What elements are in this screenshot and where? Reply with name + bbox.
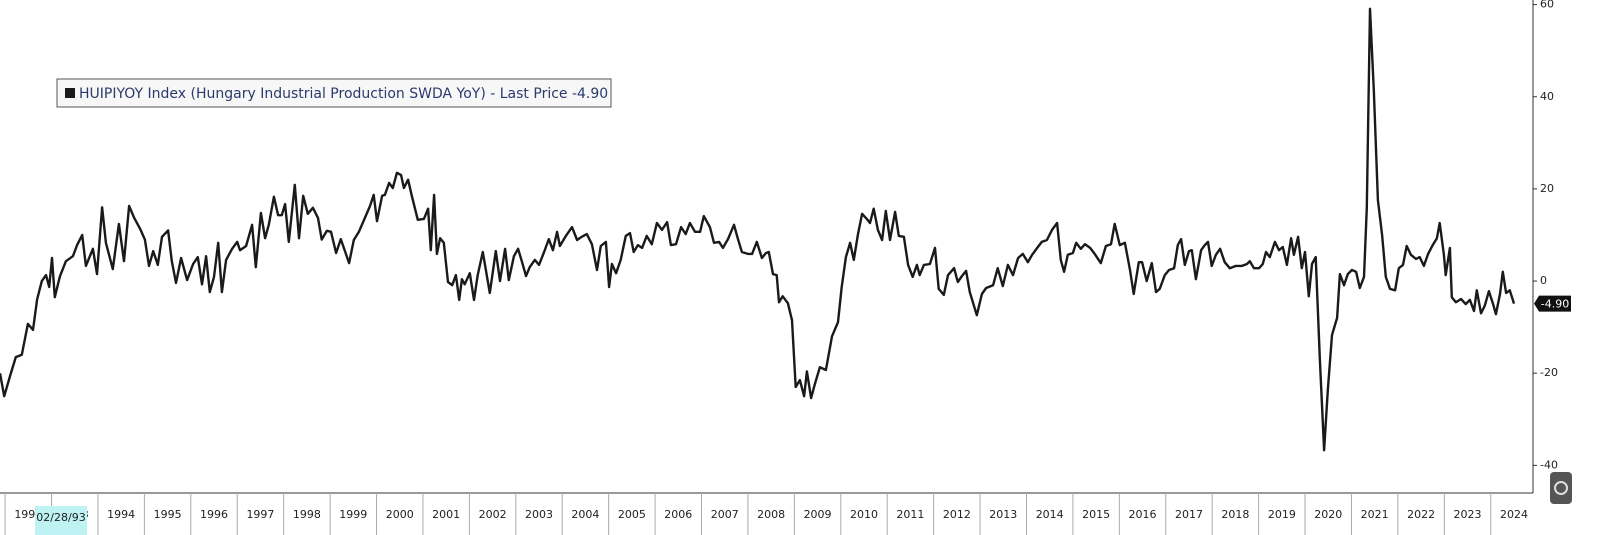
x-tick-label: 2010 [850,508,878,521]
x-tick-label: 2022 [1407,508,1435,521]
y-tick-label: -20 [1540,366,1558,379]
y-tick-label: 20 [1540,182,1554,195]
axes: -40-200204060199219931994199519961997199… [0,0,1558,535]
cursor-label-box [35,506,87,535]
cursor-label: 02/28/93 [36,511,85,524]
x-tick-label: 2016 [1129,508,1157,521]
y-tick-label: 40 [1540,90,1554,103]
toolbar-icon[interactable] [1550,472,1572,504]
x-tick-label: 2019 [1268,508,1296,521]
x-tick-label: 2018 [1221,508,1249,521]
x-tick-label: 2015 [1082,508,1110,521]
x-tick-label: 1995 [154,508,182,521]
x-tick-label: 2011 [896,508,924,521]
x-tick-label: 2005 [618,508,646,521]
x-tick-label: 1997 [246,508,274,521]
x-tick-label: 2007 [711,508,739,521]
legend-swatch [65,88,75,98]
y-tick-label: 60 [1540,0,1554,11]
last-price-label: -4.90 [1541,298,1569,311]
series-line [0,7,1516,452]
x-tick-label: 2001 [432,508,460,521]
x-tick-label: 2020 [1314,508,1342,521]
x-tick-label: 2000 [386,508,414,521]
x-tick-label: 2021 [1361,508,1389,521]
x-tick-label: 2013 [989,508,1017,521]
x-tick-label: 1994 [107,508,135,521]
legend-label: HUIPIYOY Index (Hungary Industrial Produ… [79,86,608,102]
x-tick-label: 2009 [804,508,832,521]
last-price-tag [1534,295,1571,312]
x-tick-label: 2003 [525,508,553,521]
x-tick-label: 2006 [664,508,692,521]
x-tick-label: 2023 [1454,508,1482,521]
x-tick-label: 2008 [757,508,785,521]
x-tick-label: 2012 [943,508,971,521]
x-tick-label: 2014 [1036,508,1064,521]
legend-box [56,78,612,108]
x-tick-label: 1996 [200,508,228,521]
x-tick-label: 2024 [1500,508,1528,521]
toolbar-icon-glyph [1554,481,1568,495]
x-tick-label: 1999 [339,508,367,521]
x-tick-label: 2017 [1175,508,1203,521]
x-tick-label: 2004 [571,508,599,521]
x-tick-label: 2002 [479,508,507,521]
y-tick-label: 0 [1540,274,1547,287]
plot-area: -4.90 [0,7,1571,452]
y-tick-label: -40 [1540,458,1558,471]
legend: HUIPIYOY Index (Hungary Industrial Produ… [56,78,612,108]
x-tick-label: 1998 [293,508,321,521]
